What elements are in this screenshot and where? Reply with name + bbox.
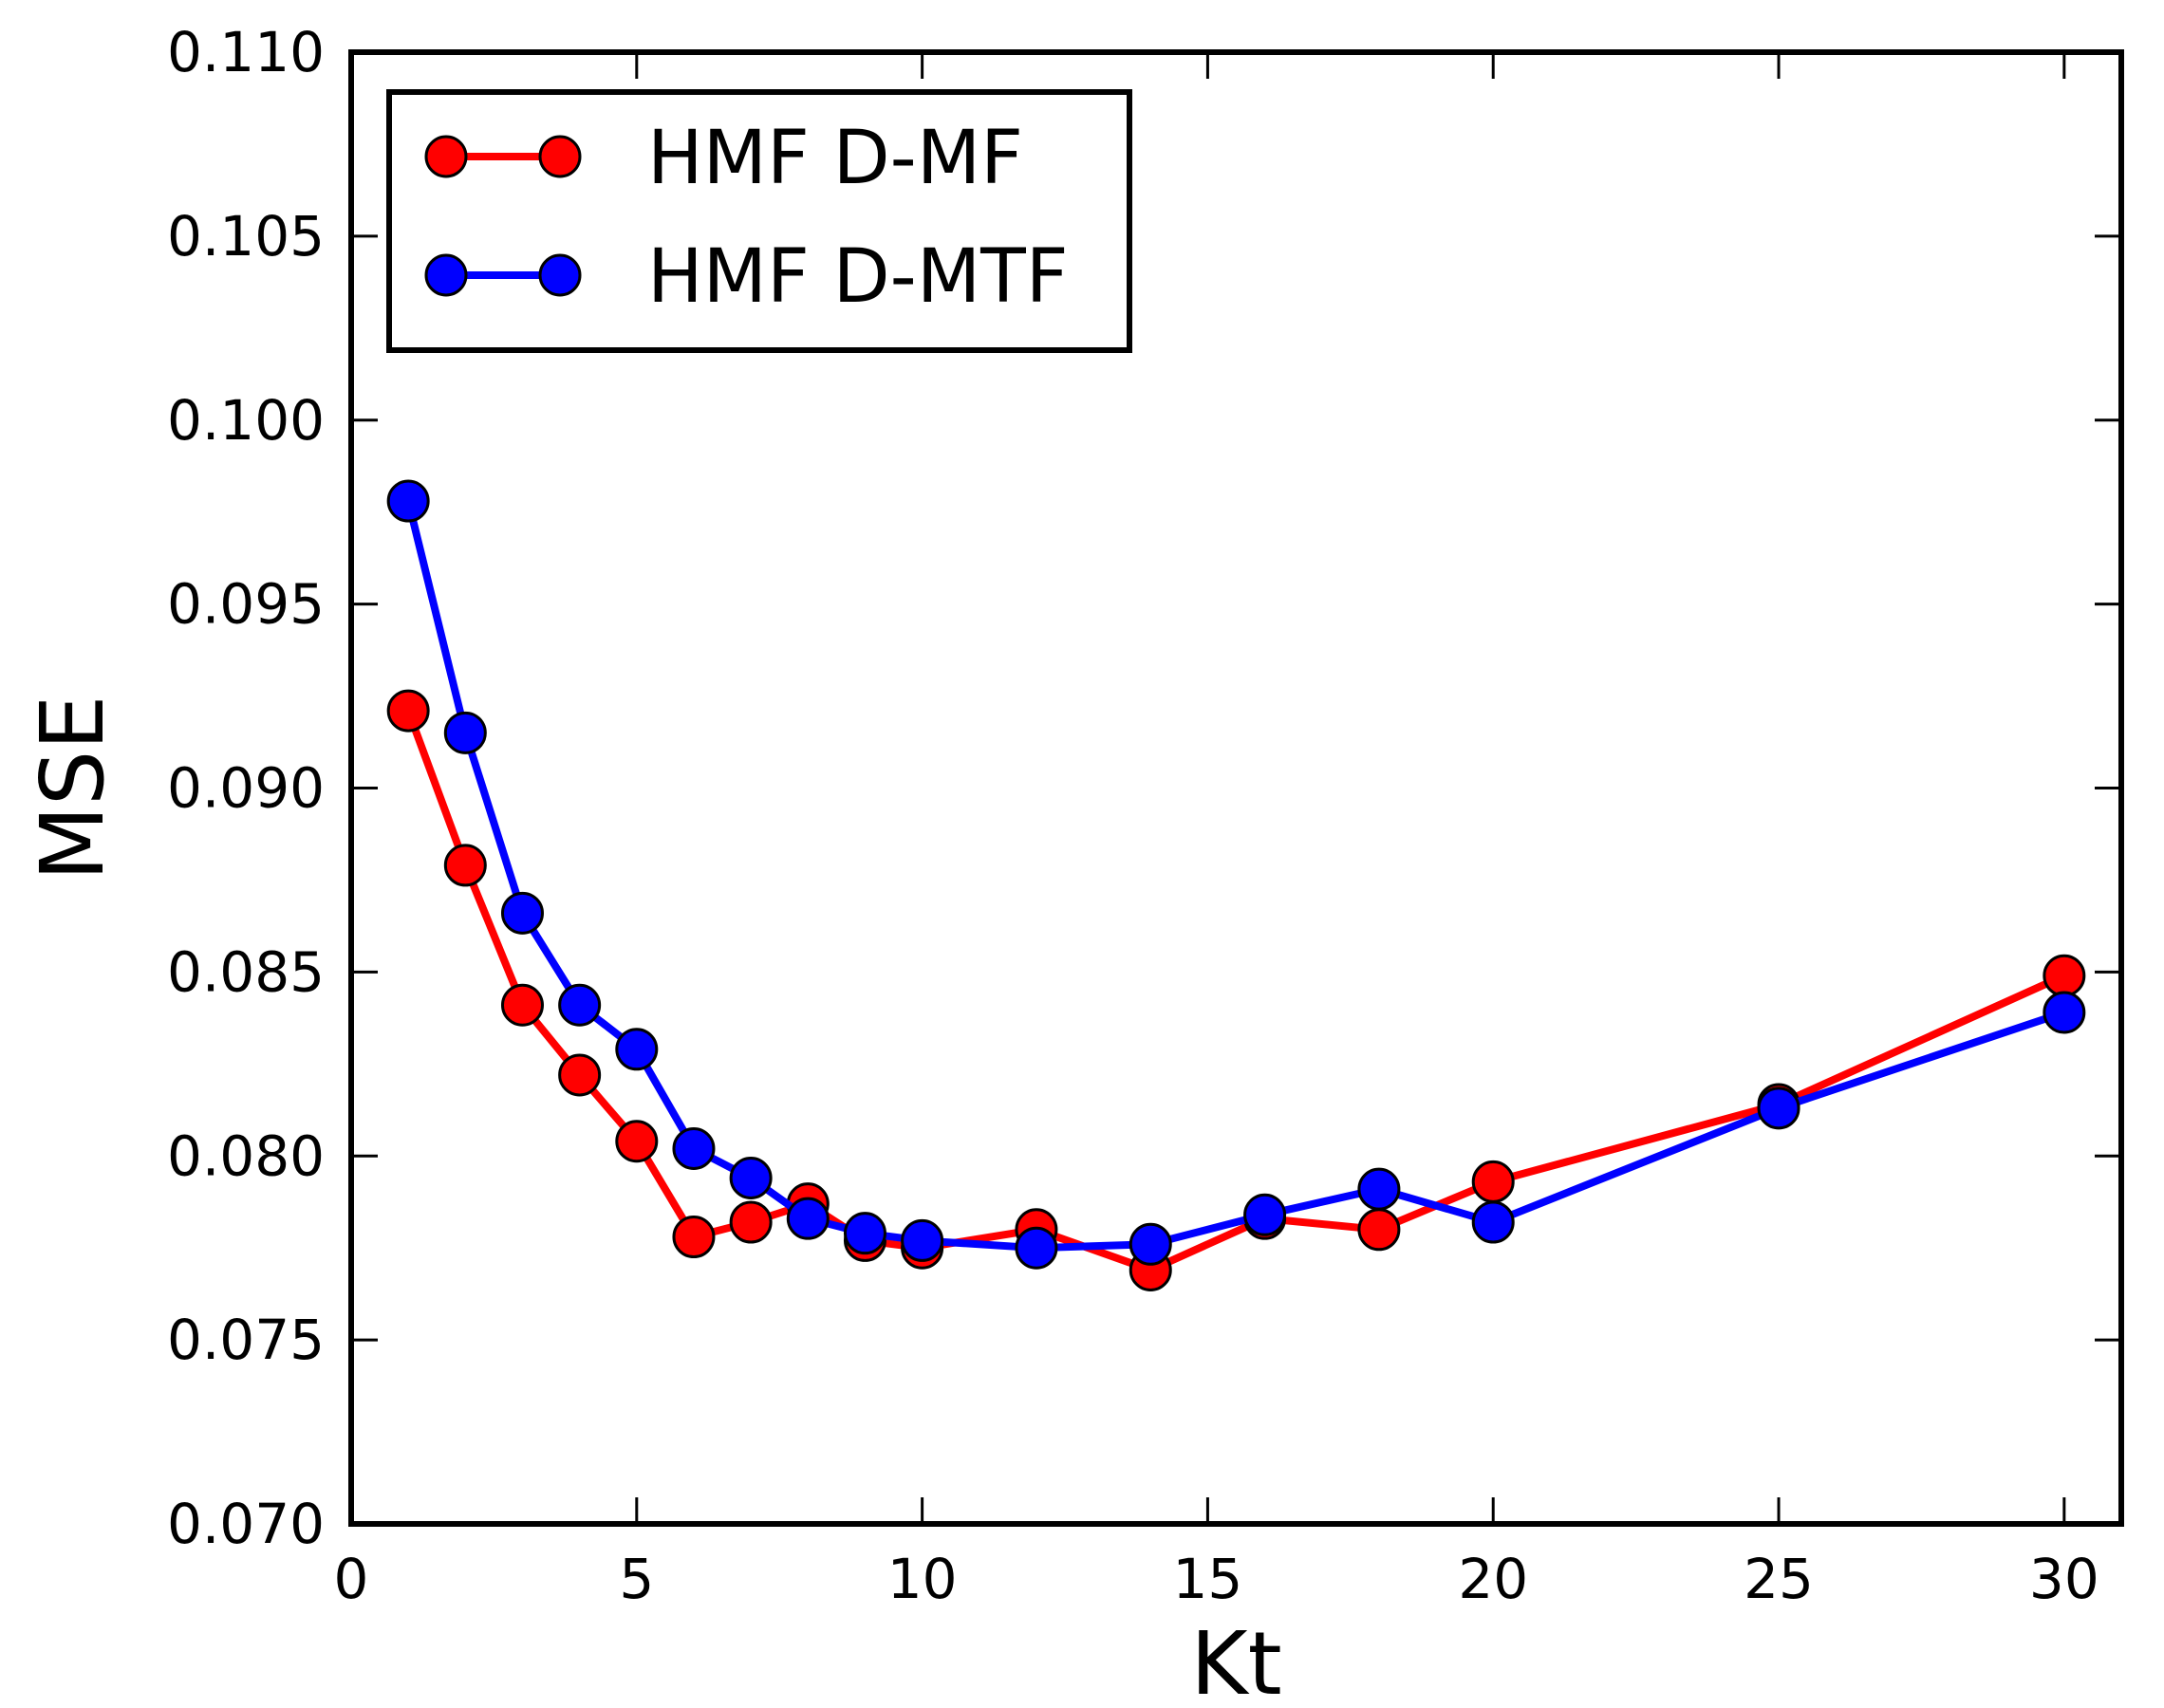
x-tick-label: 10 — [887, 1547, 958, 1611]
legend-label: HMF D-MF — [647, 116, 1023, 201]
data-point — [615, 1120, 659, 1163]
legend: HMF D-MF HMF D-MTF — [386, 89, 1132, 353]
y-tick-label: 0.095 — [167, 572, 325, 637]
data-point — [729, 1200, 773, 1244]
y-tick-label: 0.100 — [167, 388, 325, 453]
x-tick-label: 5 — [619, 1547, 654, 1611]
x-tick-label: 30 — [2029, 1547, 2099, 1611]
y-tick-label: 0.105 — [167, 204, 325, 269]
y-tick-label: 0.080 — [167, 1123, 325, 1188]
data-point — [901, 1218, 944, 1262]
data-point — [2043, 991, 2086, 1034]
plot-frame — [348, 49, 2124, 1527]
data-point — [1471, 1160, 1515, 1203]
legend-marker — [538, 135, 582, 178]
y-tick-label: 0.075 — [167, 1308, 325, 1372]
data-point — [443, 844, 487, 887]
data-point — [1243, 1193, 1287, 1236]
data-point — [558, 983, 602, 1027]
data-point — [386, 689, 430, 733]
x-tick-label: 25 — [1744, 1547, 1814, 1611]
data-point — [786, 1197, 830, 1240]
legend-entry: HMF D-MTF — [424, 234, 1069, 320]
data-point — [1357, 1208, 1401, 1252]
data-point — [1357, 1167, 1401, 1211]
legend-label: HMF D-MTF — [647, 234, 1069, 320]
series-layer — [386, 479, 2086, 1291]
legend-marker — [424, 135, 468, 178]
data-point — [558, 1053, 602, 1097]
tick-labels: 0 5 10 15 20 25 30 0.070 0.075 0.080 0.085 0.090 0.0… — [167, 20, 2099, 1611]
x-tick-label: 15 — [1173, 1547, 1243, 1611]
x-axis-label: Kt — [1190, 1613, 1281, 1708]
y-tick-label: 0.090 — [167, 756, 325, 821]
legend-box — [386, 89, 1132, 353]
data-point — [443, 711, 487, 754]
y-tick-label: 0.070 — [167, 1492, 325, 1556]
data-point — [843, 1212, 886, 1255]
legend-entries: HMF D-MF HMF D-MTF — [424, 116, 1069, 320]
data-point — [672, 1216, 716, 1259]
data-point — [2043, 954, 2086, 997]
data-point — [1757, 1086, 1800, 1130]
data-point — [1471, 1200, 1515, 1244]
data-point — [729, 1157, 773, 1200]
data-point — [500, 891, 544, 935]
y-tick-label: 0.110 — [167, 20, 325, 84]
y-tick-label: 0.085 — [167, 939, 325, 1004]
legend-entry: HMF D-MF — [424, 116, 1023, 201]
x-tick-label: 0 — [334, 1547, 369, 1611]
data-point — [1129, 1222, 1172, 1266]
x-tick-label: 20 — [1458, 1547, 1528, 1611]
legend-marker — [538, 253, 582, 297]
data-point — [386, 479, 430, 523]
series-2 — [386, 479, 2086, 1270]
data-point — [500, 983, 544, 1027]
data-point — [672, 1126, 716, 1170]
legend-marker — [424, 253, 468, 297]
y-axis-label: MSE — [22, 696, 123, 882]
data-point — [1015, 1226, 1058, 1270]
data-point — [615, 1028, 659, 1071]
